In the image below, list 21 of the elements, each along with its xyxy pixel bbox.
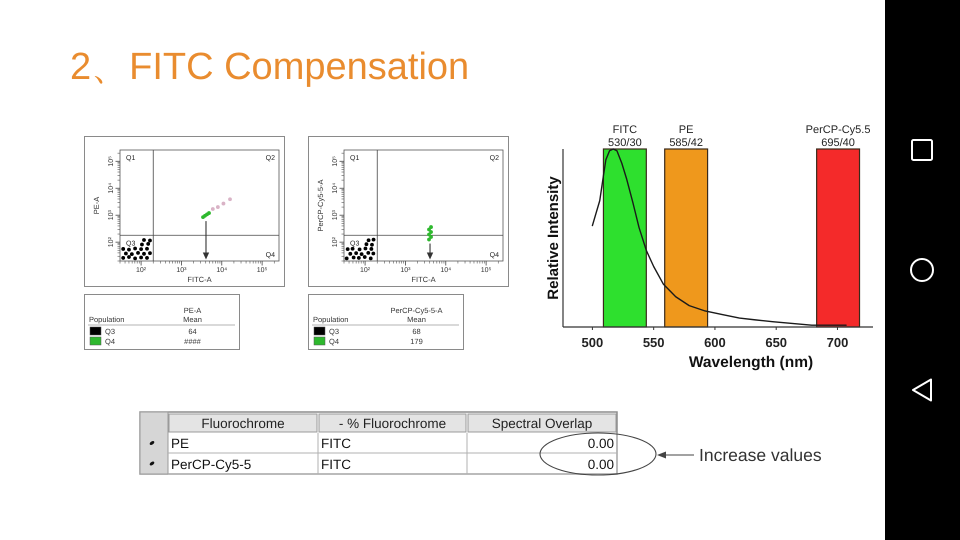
text: - % Fluorochrome — [338, 416, 446, 431]
text: PE — [171, 436, 190, 451]
x-tick-label: 600 — [704, 335, 726, 350]
text: FITC — [321, 436, 352, 451]
x-tick-label: 500 — [582, 335, 604, 350]
band-label: PE 585/42 — [669, 124, 703, 149]
text: 0.00 — [588, 436, 614, 451]
x-axis-title: Wavelength (nm) — [688, 354, 814, 371]
band-label: PerCP-Cy5.5 695/40 — [806, 124, 870, 149]
band-label: FITC 530/30 — [608, 124, 642, 149]
text: Increase values — [699, 445, 822, 465]
text: Spectral Overlap — [492, 416, 592, 431]
text: PerCP-Cy5-5 — [171, 457, 252, 472]
x-tick-label: 700 — [826, 335, 848, 350]
chart-title: 2、FITC Compensation — [70, 46, 470, 88]
x-tick-label: 550 — [642, 335, 665, 350]
text: FITC — [321, 457, 352, 472]
text: Fluorochrome — [201, 416, 285, 431]
y-axis-title: Relative Intensity — [545, 176, 562, 300]
text: 0.00 — [588, 457, 614, 472]
x-tick-label: 650 — [765, 335, 788, 350]
